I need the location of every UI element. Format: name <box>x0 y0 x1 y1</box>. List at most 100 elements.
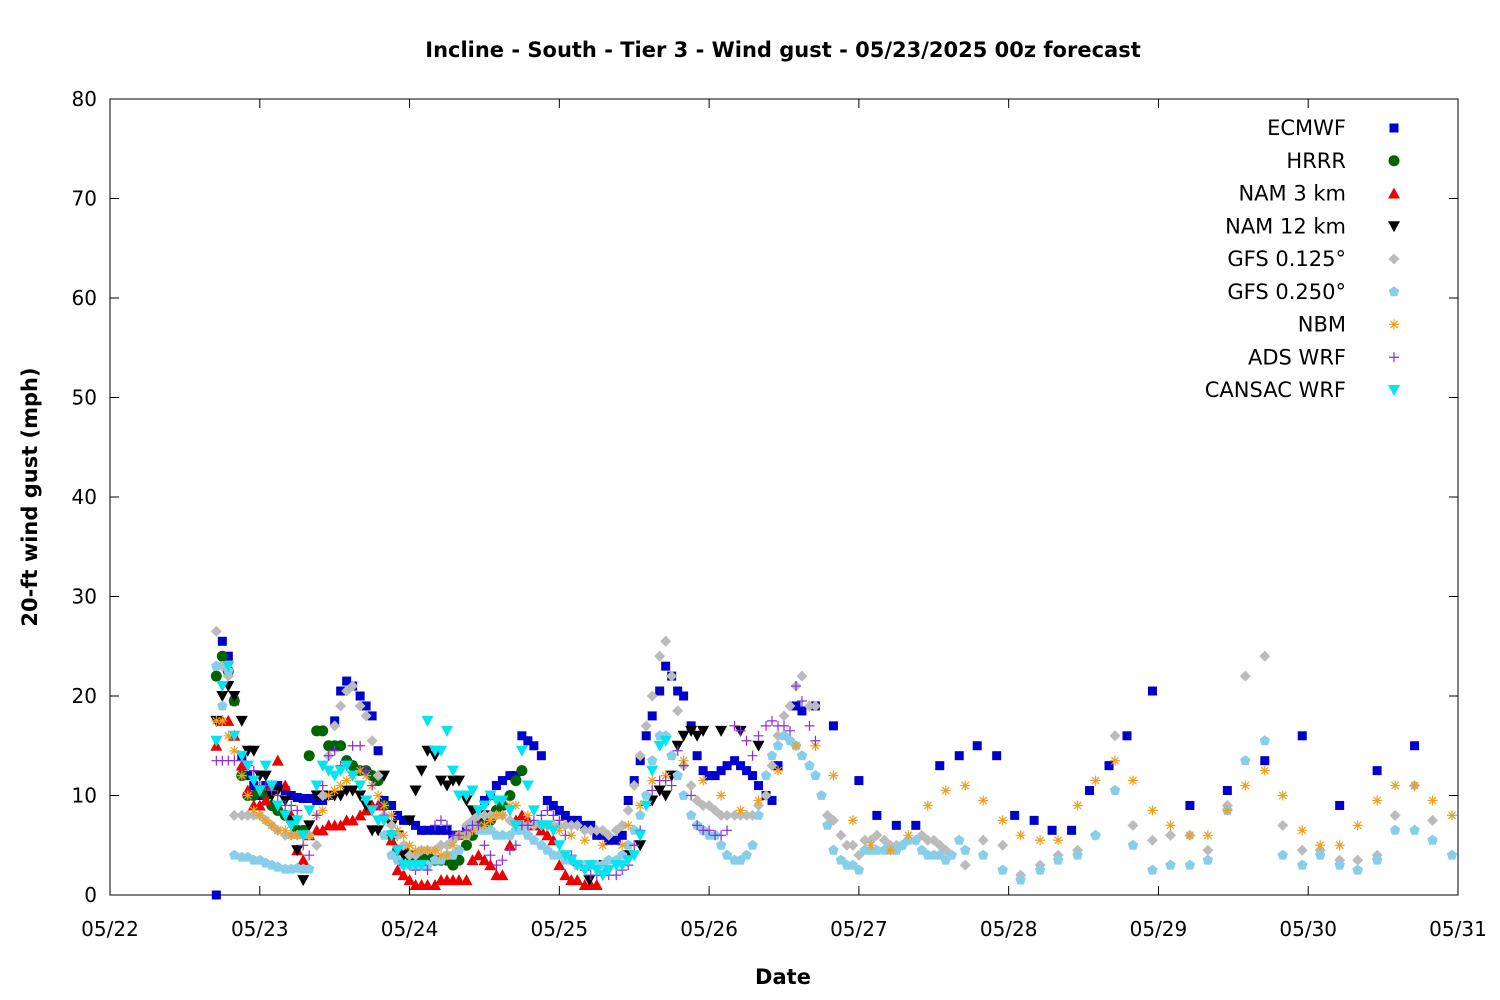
data-point <box>415 860 428 872</box>
data-point <box>736 761 746 771</box>
data-point <box>796 670 808 682</box>
data-point <box>1184 859 1196 870</box>
data-point <box>316 760 329 772</box>
data-point <box>809 700 821 712</box>
data-point <box>417 825 427 835</box>
data-point <box>536 810 547 821</box>
data-point <box>959 859 971 871</box>
data-point <box>441 780 453 792</box>
data-point <box>679 691 689 701</box>
data-point <box>872 810 882 820</box>
legend-label: ADS WRF <box>1248 345 1346 369</box>
data-point <box>1389 824 1401 835</box>
data-point <box>242 809 254 821</box>
data-point <box>272 790 283 801</box>
series-hrrr <box>210 650 528 871</box>
data-point <box>766 750 778 761</box>
data-point <box>311 810 322 821</box>
data-point <box>847 815 858 826</box>
y-tick-label: 0 <box>84 883 97 907</box>
data-point <box>285 820 298 832</box>
data-point <box>1146 834 1158 846</box>
data-point <box>559 819 571 831</box>
data-point <box>773 765 784 776</box>
data-point <box>716 766 726 776</box>
data-point <box>935 761 945 771</box>
data-point <box>485 815 496 826</box>
data-point <box>972 741 982 751</box>
data-point <box>517 731 527 741</box>
data-point <box>271 754 284 766</box>
data-point <box>640 720 652 732</box>
chart-title: Incline - South - Tier 3 - Wind gust - 0… <box>425 38 1141 62</box>
data-point <box>596 870 609 882</box>
data-point <box>678 760 689 771</box>
data-point <box>978 795 989 806</box>
data-point <box>378 815 391 827</box>
data-point <box>430 820 441 831</box>
data-point <box>1427 795 1438 806</box>
data-point <box>554 805 564 815</box>
data-point <box>1410 741 1420 751</box>
data-point <box>978 849 989 860</box>
legend-label: NBM <box>1298 313 1346 337</box>
data-point <box>435 745 448 757</box>
data-point <box>934 849 945 860</box>
data-point <box>797 706 807 716</box>
data-point <box>922 834 934 846</box>
data-point <box>646 690 658 702</box>
data-point <box>622 804 634 816</box>
data-point <box>485 850 496 861</box>
data-point <box>1352 820 1363 831</box>
data-point <box>1085 786 1095 796</box>
data-point <box>753 730 764 741</box>
x-tick-label: 05/24 <box>381 917 439 941</box>
data-point <box>304 793 314 803</box>
data-point <box>678 790 689 800</box>
data-point <box>292 830 303 841</box>
data-point <box>810 770 821 780</box>
data-point <box>391 845 404 857</box>
y-tick-label: 40 <box>72 485 97 509</box>
data-point <box>367 711 377 721</box>
data-point <box>666 670 678 682</box>
data-point <box>297 830 310 842</box>
data-point <box>1067 825 1077 835</box>
data-point <box>571 819 583 831</box>
data-point <box>372 770 384 782</box>
legend-marker <box>1388 385 1400 396</box>
data-point <box>1240 755 1251 766</box>
data-point <box>1165 820 1176 831</box>
data-point <box>754 781 764 791</box>
data-point <box>1335 800 1345 810</box>
data-point <box>585 824 597 836</box>
data-point <box>661 661 671 671</box>
data-point <box>510 800 521 811</box>
data-point <box>548 810 559 821</box>
data-point <box>1015 874 1026 885</box>
legend-label: GFS 0.125° <box>1227 247 1346 271</box>
data-point <box>590 865 603 877</box>
data-point <box>510 775 522 787</box>
data-point <box>828 844 839 855</box>
data-point <box>460 790 473 802</box>
data-point <box>548 800 558 810</box>
data-point <box>659 735 672 747</box>
data-point <box>1427 834 1438 845</box>
data-point <box>698 775 709 786</box>
data-point <box>747 750 758 761</box>
data-point <box>429 879 442 891</box>
data-point <box>1127 775 1138 786</box>
legend-marker <box>1388 286 1400 297</box>
data-point <box>478 809 490 821</box>
data-point <box>579 835 590 846</box>
data-point <box>940 785 951 796</box>
data-point <box>691 730 704 742</box>
data-point <box>236 770 247 781</box>
data-point <box>523 736 533 746</box>
data-point <box>1034 864 1046 875</box>
data-point <box>484 790 497 802</box>
data-point <box>253 785 266 797</box>
data-point <box>602 865 615 877</box>
data-point <box>360 710 372 722</box>
